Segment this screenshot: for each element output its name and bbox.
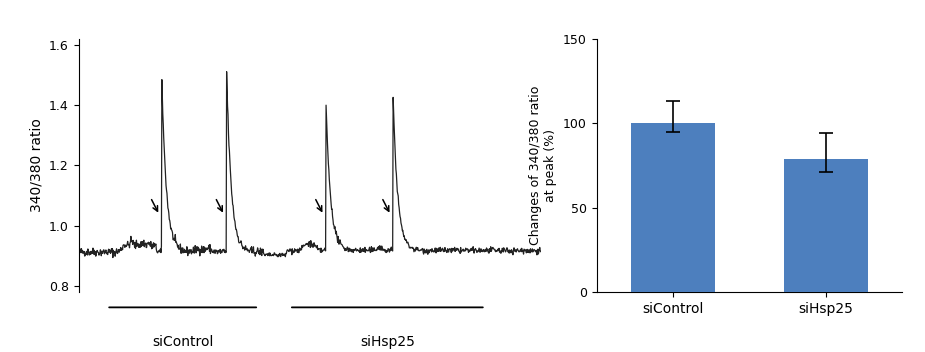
- Y-axis label: Changes of 340/380 ratio
at peak (%): Changes of 340/380 ratio at peak (%): [529, 86, 558, 245]
- Y-axis label: 340/380 ratio: 340/380 ratio: [30, 119, 43, 212]
- Text: siHsp25: siHsp25: [360, 335, 414, 349]
- Bar: [631, 123, 715, 292]
- Text: siControl: siControl: [152, 335, 214, 349]
- Bar: [783, 159, 868, 292]
